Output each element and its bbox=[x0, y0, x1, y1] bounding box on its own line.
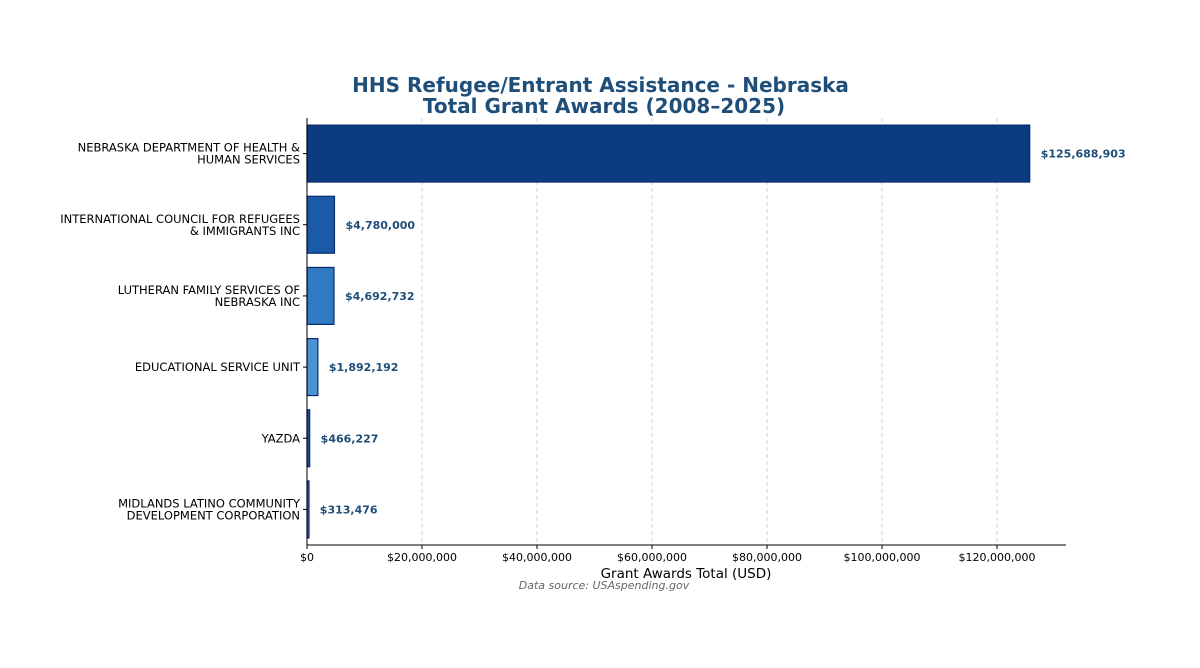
bar bbox=[306, 195, 336, 254]
category-label: NEBRASKA DEPARTMENT OF HEALTH & HUMAN SER… bbox=[78, 141, 300, 167]
category-label: YAZDA bbox=[261, 431, 301, 445]
source-note: Data source: USAspending.gov bbox=[519, 579, 690, 592]
category-label-line: EDUCATIONAL SERVICE UNIT bbox=[135, 360, 301, 374]
value-label: $4,692,732 bbox=[345, 290, 415, 303]
category-label: MIDLANDS LATINO COMMUNITY DEVELOPMENT COR… bbox=[118, 496, 301, 522]
axes bbox=[306, 118, 1066, 546]
value-label: $125,688,903 bbox=[1041, 148, 1126, 161]
bar bbox=[306, 266, 335, 325]
category-label-line: & IMMIGRANTS INC bbox=[190, 224, 300, 238]
category-label-line: HUMAN SERVICES bbox=[197, 153, 300, 167]
chart-title: HHS Refugee/Entrant Assistance - Nebrask… bbox=[352, 73, 856, 118]
category-label-line: INTERNATIONAL COUNCIL FOR REFUGEES bbox=[60, 212, 300, 226]
value-labels: $125,688,903 $4,780,000 $4,692,732 $1,892,1… bbox=[320, 148, 1126, 517]
x-tick-label: $80,000,000 bbox=[732, 551, 802, 564]
category-label: EDUCATIONAL SERVICE UNIT bbox=[135, 360, 301, 374]
category-label-line: LUTHERAN FAMILY SERVICES OF bbox=[118, 283, 300, 297]
bars bbox=[306, 124, 1031, 539]
value-label: $1,892,192 bbox=[329, 361, 399, 374]
category-label: LUTHERAN FAMILY SERVICES OF NEBRASKA INC bbox=[118, 283, 300, 309]
x-axis-label: Grant Awards Total (USD) bbox=[601, 566, 772, 582]
x-ticks: $0 $20,000,000 $40,000,000 $60,000,000 $80,0… bbox=[300, 545, 1035, 564]
category-label-line: DEVELOPMENT CORPORATION bbox=[127, 508, 300, 522]
x-tick-label: $120,000,000 bbox=[959, 551, 1036, 564]
category-label-line: YAZDA bbox=[261, 431, 301, 445]
x-tick-label: $100,000,000 bbox=[844, 551, 921, 564]
value-label: $313,476 bbox=[320, 503, 378, 516]
bar bbox=[306, 124, 1031, 183]
category-labels: NEBRASKA DEPARTMENT OF HEALTH & HUMAN SER… bbox=[60, 141, 307, 522]
grid-lines bbox=[421, 118, 998, 545]
x-tick-label: $60,000,000 bbox=[617, 551, 687, 564]
value-label: $4,780,000 bbox=[345, 219, 415, 232]
chart-title-line-2: Total Grant Awards (2008–2025) bbox=[423, 94, 785, 118]
bar bbox=[306, 338, 319, 397]
category-label-line: NEBRASKA DEPARTMENT OF HEALTH & bbox=[78, 141, 300, 155]
category-label-line: MIDLANDS LATINO COMMUNITY bbox=[118, 496, 301, 510]
x-tick-label: $0 bbox=[300, 551, 314, 564]
value-label: $466,227 bbox=[321, 432, 379, 445]
x-tick-label: $20,000,000 bbox=[387, 551, 457, 564]
x-tick-label: $40,000,000 bbox=[502, 551, 572, 564]
category-label-line: NEBRASKA INC bbox=[215, 295, 300, 309]
category-label: INTERNATIONAL COUNCIL FOR REFUGEES & IMMI… bbox=[60, 212, 300, 238]
chart-title-line-1: HHS Refugee/Entrant Assistance - Nebrask… bbox=[352, 73, 849, 97]
